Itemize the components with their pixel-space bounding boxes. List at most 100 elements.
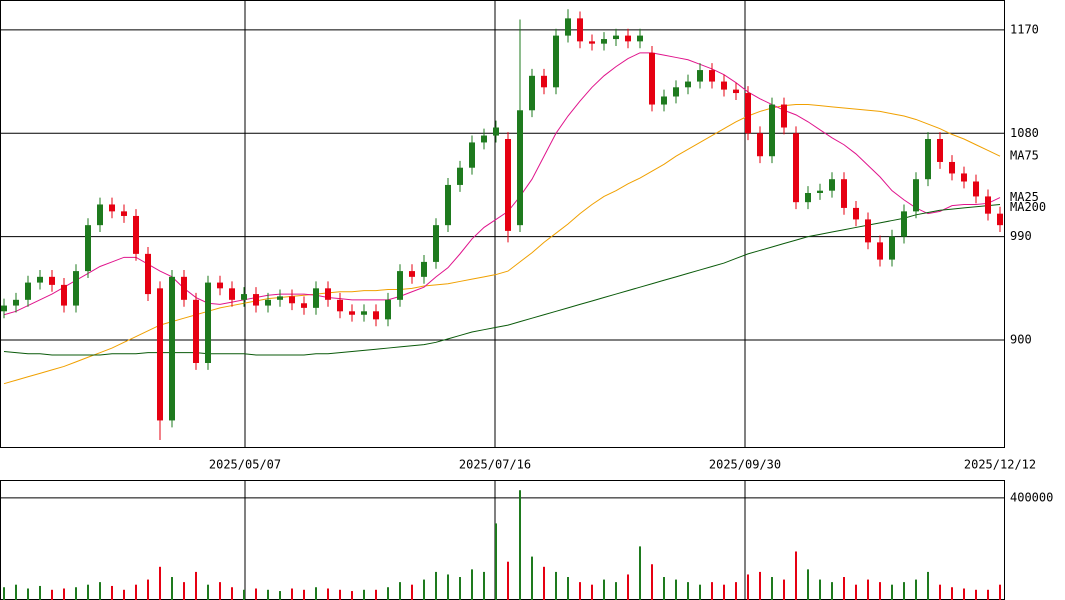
y-tick-label: 900 bbox=[1010, 333, 1032, 347]
volume-bar bbox=[723, 584, 725, 600]
candle-body bbox=[205, 282, 211, 363]
ma-line bbox=[3, 203, 1001, 356]
candle-body bbox=[997, 213, 1003, 226]
legend-label: MA200 bbox=[1010, 200, 1046, 214]
volume-bar bbox=[267, 589, 269, 600]
volume-bar bbox=[519, 490, 521, 600]
volume-bar bbox=[963, 588, 965, 600]
volume-bar bbox=[867, 579, 869, 600]
candle-body bbox=[541, 75, 547, 88]
volume-bar bbox=[687, 582, 689, 600]
candle-body bbox=[301, 303, 307, 308]
volume-bar bbox=[483, 571, 485, 600]
candle-body bbox=[325, 288, 331, 300]
volume-bar bbox=[615, 582, 617, 600]
candle-body bbox=[529, 75, 535, 111]
volume-bar bbox=[195, 571, 197, 600]
volume-bar bbox=[639, 546, 641, 600]
price-panel bbox=[0, 0, 1005, 448]
candle-body bbox=[901, 211, 907, 237]
volume-bar bbox=[411, 584, 413, 600]
volume-bar bbox=[507, 561, 509, 600]
y-tick-label: 1170 bbox=[1010, 22, 1039, 36]
ma-line bbox=[3, 52, 1001, 316]
volume-bar bbox=[603, 579, 605, 600]
candle-body bbox=[757, 133, 763, 157]
volume-bar bbox=[15, 584, 17, 600]
candle-body bbox=[193, 299, 199, 363]
candle-body bbox=[481, 135, 487, 143]
y-tick-label: 400000 bbox=[1010, 490, 1053, 504]
candle-body bbox=[241, 294, 247, 300]
volume-bar bbox=[759, 571, 761, 600]
volume-bar bbox=[147, 579, 149, 600]
volume-bar bbox=[159, 566, 161, 600]
volume-bar bbox=[219, 582, 221, 600]
candle-body bbox=[85, 225, 91, 272]
candle-body bbox=[25, 282, 31, 300]
volume-bar bbox=[699, 584, 701, 600]
volume-bar bbox=[747, 574, 749, 600]
volume-bar bbox=[447, 574, 449, 600]
volume-bar bbox=[183, 582, 185, 600]
candle-body bbox=[913, 179, 919, 212]
candle-body bbox=[925, 138, 931, 180]
candle-body bbox=[61, 284, 67, 306]
volume-bar bbox=[399, 582, 401, 600]
candle-body bbox=[625, 35, 631, 42]
candle-body bbox=[553, 35, 559, 88]
candle-body bbox=[949, 161, 955, 174]
volume-bar bbox=[3, 587, 5, 600]
candle-body bbox=[709, 70, 715, 82]
volume-bar bbox=[351, 591, 353, 600]
candle-body bbox=[289, 296, 295, 304]
candle-body bbox=[517, 110, 523, 226]
legend-label: MA75 bbox=[1010, 149, 1039, 163]
volume-bar bbox=[987, 589, 989, 600]
candle-body bbox=[697, 70, 703, 82]
volume-bar bbox=[651, 564, 653, 600]
candle-body bbox=[253, 294, 259, 306]
volume-bar bbox=[279, 591, 281, 600]
ma-line bbox=[3, 104, 1001, 385]
volume-bar bbox=[435, 571, 437, 600]
volume-bar bbox=[939, 584, 941, 600]
volume-bar bbox=[543, 566, 545, 600]
volume-bar bbox=[567, 577, 569, 600]
volume-bar bbox=[207, 584, 209, 600]
volume-bar bbox=[807, 569, 809, 600]
volume-bar bbox=[375, 589, 377, 600]
volume-bar bbox=[975, 589, 977, 600]
candle-body bbox=[181, 276, 187, 300]
volume-bar bbox=[795, 551, 797, 600]
candle-body bbox=[745, 93, 751, 134]
candle-body bbox=[769, 104, 775, 157]
candle-body bbox=[865, 219, 871, 243]
candle-body bbox=[133, 215, 139, 254]
volume-bar bbox=[819, 579, 821, 600]
candle-body bbox=[565, 18, 571, 36]
candle-body bbox=[673, 87, 679, 97]
volume-bar bbox=[735, 582, 737, 600]
candle-body bbox=[733, 89, 739, 94]
volume-bar bbox=[471, 569, 473, 600]
candle-body bbox=[265, 299, 271, 306]
candle-body bbox=[397, 271, 403, 300]
candle-body bbox=[73, 271, 79, 306]
candle-body bbox=[721, 81, 727, 90]
candle-body bbox=[985, 196, 991, 214]
candle-body bbox=[817, 190, 823, 193]
x-tick-label: 2025/09/30 bbox=[709, 458, 781, 472]
volume-bar bbox=[459, 577, 461, 600]
candle-body bbox=[445, 184, 451, 226]
candle-body bbox=[349, 311, 355, 315]
volume-bar bbox=[111, 585, 113, 600]
volume-bar bbox=[927, 571, 929, 600]
volume-bar bbox=[87, 584, 89, 600]
volume-bar bbox=[387, 587, 389, 600]
volume-bar bbox=[783, 579, 785, 600]
volume-bar bbox=[99, 582, 101, 600]
candle-body bbox=[661, 96, 667, 105]
volume-bar bbox=[915, 579, 917, 600]
